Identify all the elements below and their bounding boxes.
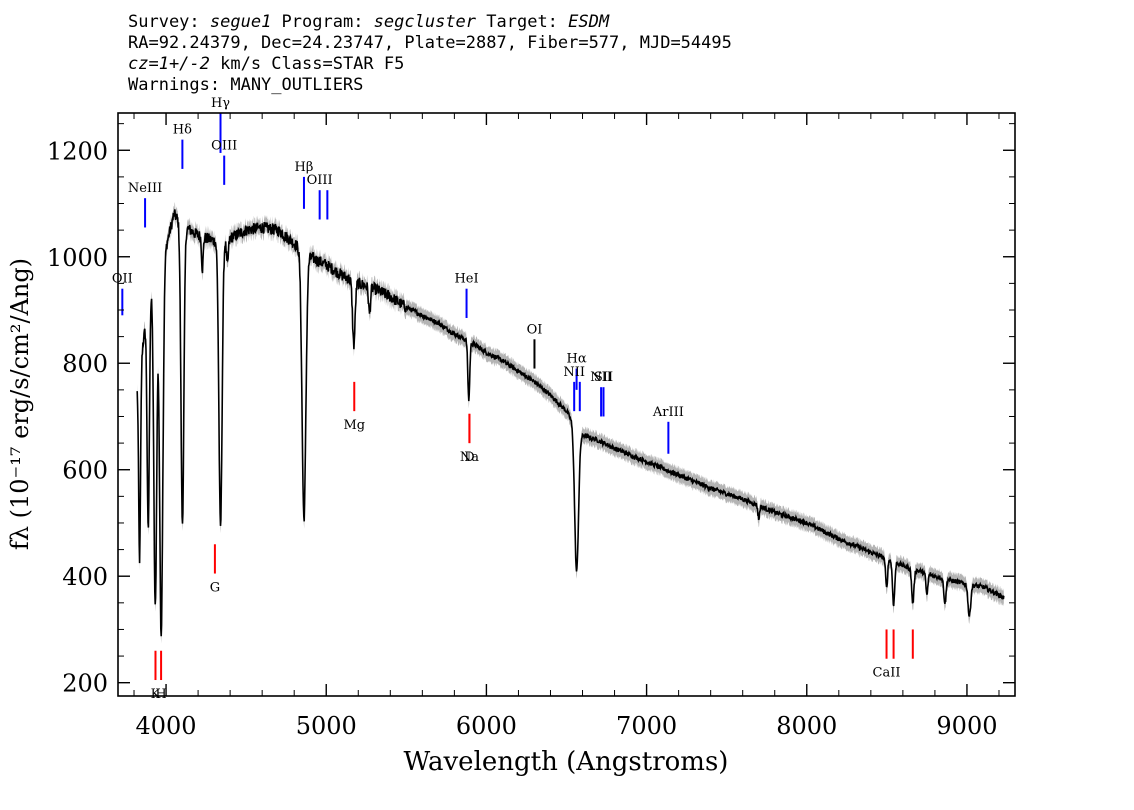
- header-line-redshift: cz=1+/-2 km/s Class=STAR F5: [128, 54, 405, 74]
- emission-label-12: NII: [590, 370, 612, 385]
- spectrum-layer: [136, 209, 1005, 637]
- y-tick-label: 1200: [47, 137, 108, 165]
- emission-label-5: Hβ: [295, 160, 314, 175]
- emission-label-3: Hγ: [211, 96, 230, 111]
- emission-label-10: NII: [563, 365, 585, 380]
- x-tick-label: 7000: [616, 712, 677, 740]
- emission-label-9: Hα: [567, 352, 587, 367]
- header-line-survey: Survey: segue1 Program: segcluster Targe…: [128, 12, 610, 32]
- sky-label-0: OI: [527, 322, 543, 337]
- axis-ticks: 4000 5000 6000 7000 8000 9000 200 400 600 800 1000…: [47, 113, 1015, 740]
- absorption-label-5: D: [464, 450, 474, 465]
- y-tick-label: 1000: [47, 244, 108, 272]
- target-value: ESDM: [568, 12, 610, 32]
- x-tick-label: 5000: [296, 712, 357, 740]
- header-line-warnings: Warnings: MANY_OUTLIERS: [128, 75, 364, 95]
- plot-frame: [117, 112, 1016, 697]
- y-axis-label: fλ (10⁻¹⁷ erg/s/cm²/Ang): [6, 258, 34, 550]
- emission-label-4: OIII: [211, 139, 237, 154]
- emission-label-1: NeIII: [128, 181, 162, 196]
- spectrum-header: Survey: segue1 Program: segcluster Targe…: [128, 12, 732, 96]
- absorption-label-6: CaII: [873, 666, 901, 681]
- emission-label-8: HeI: [454, 272, 478, 287]
- emission-label-0: OII: [112, 272, 133, 287]
- emission-label-14: ArIII: [652, 405, 684, 420]
- error-band: [137, 202, 1004, 644]
- x-tick-label: 4000: [136, 712, 197, 740]
- y-tick-label: 800: [62, 350, 108, 378]
- header-line-coordinates: RA=92.24379, Dec=24.23747, Plate=2887, F…: [128, 33, 732, 53]
- absorption-label-4: Na: [460, 450, 479, 465]
- survey-value: segue1: [209, 12, 272, 32]
- absorption-label-0: K: [151, 687, 161, 702]
- y-tick-label: 600: [62, 457, 108, 485]
- absorption-label-1: H: [155, 687, 166, 702]
- absorption-label-3: Mg: [343, 418, 365, 433]
- emission-label-6: OIII: [307, 173, 333, 188]
- x-axis-label: Wavelength (Angstroms): [404, 747, 729, 777]
- y-tick-label: 400: [62, 563, 108, 591]
- absorption-label-2: G: [210, 581, 220, 596]
- error-band-layer: [137, 202, 1004, 644]
- emission-label-2: Hδ: [173, 123, 192, 138]
- emission-label-13: SII: [594, 370, 613, 385]
- spectrum-line: [136, 209, 1005, 637]
- y-tick-label: 200: [62, 670, 108, 698]
- x-tick-label: 9000: [936, 712, 997, 740]
- x-tick-label: 8000: [776, 712, 837, 740]
- cz-value: cz=1+/-2: [128, 54, 210, 74]
- program-value: segcluster: [373, 12, 477, 32]
- x-tick-label: 6000: [456, 712, 517, 740]
